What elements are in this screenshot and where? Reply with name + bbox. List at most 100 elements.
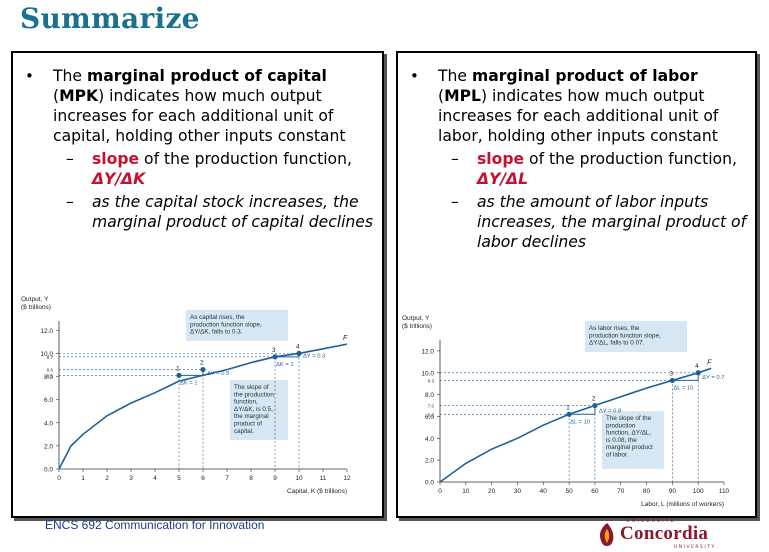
- y-tick-label: 12.0: [421, 348, 434, 355]
- mpk-sub-slope: – slope of the production function, ΔY/Δ…: [66, 150, 352, 188]
- point-label: 3: [669, 370, 673, 377]
- capital-production-chart: Output, Y($ trillions) Capital, K ($ tril…: [21, 296, 351, 495]
- annotation-text: ΔY/ΔK, falls to 0.3.: [190, 329, 243, 336]
- y-tick-label: 10.0: [421, 370, 434, 377]
- annotation-text: As labor rises, the: [589, 325, 640, 332]
- logo-bottom-word: UNIVERSITY: [674, 545, 716, 550]
- x-tick-label: 1: [81, 475, 85, 482]
- mpl-definition: The marginal product of labor (MPL) indic…: [438, 67, 719, 145]
- delta-x-label: ΔK = 1: [180, 380, 198, 386]
- x-tick-label: 4: [153, 475, 157, 482]
- x-tick-label: 110: [719, 488, 730, 495]
- annotation-text: ΔY/ΔL, falls to 0.07.: [589, 340, 645, 347]
- x-tick-label: 10: [462, 488, 470, 495]
- annotation-text: ΔY/ΔK, is 0.5,: [234, 406, 273, 413]
- logo-top-word: UNIVERSITÉ: [626, 518, 676, 524]
- y-tick-label: 10.0: [40, 351, 53, 358]
- delta-y-label: ΔY = 0.3: [303, 354, 325, 360]
- y-tick-label-small: 9.7: [47, 355, 54, 360]
- point-marker: [176, 372, 182, 378]
- x-tick-label: 40: [540, 488, 548, 495]
- annotation-box: [186, 310, 288, 341]
- y-axis-label: Output, Y: [402, 315, 430, 322]
- mpl-sub-slope: – slope of the production function, ΔY/Δ…: [451, 150, 737, 188]
- point-marker: [695, 370, 701, 376]
- y-tick-label: 0.0: [425, 480, 434, 487]
- x-tick-label: 0: [438, 488, 442, 495]
- y-tick-label: 2.0: [425, 458, 434, 465]
- x-tick-label: 9: [273, 475, 277, 482]
- bullet-dot-icon: •: [410, 67, 419, 85]
- annotation-text: product of: [234, 421, 262, 428]
- point-marker: [592, 402, 598, 409]
- y-tick-label: 0.0: [44, 467, 53, 474]
- y-tick-label-small: 8.6: [47, 368, 54, 373]
- point-marker: [566, 411, 572, 417]
- point-label: 1: [176, 365, 180, 372]
- annotation-text: of labor.: [606, 452, 629, 459]
- y-axis-unit: ($ trillions): [402, 323, 432, 330]
- x-tick-label: 70: [617, 488, 625, 495]
- x-tick-label: 12: [343, 475, 351, 482]
- x-tick-label: 11: [320, 475, 327, 482]
- mpl-sub-declines: – as the amount of labor inputs increase…: [451, 193, 747, 251]
- annotation-text: production function slope,: [190, 321, 262, 328]
- annotation-text: As capital rises, the: [190, 314, 245, 321]
- x-tick-label: 90: [669, 488, 677, 495]
- mpk-panel: • The marginal product of capital (MPK) i…: [11, 51, 384, 518]
- logo-name: Concordia: [620, 523, 709, 544]
- mpk-sub-declines: – as the capital stock increases, the ma…: [66, 193, 374, 231]
- y-tick-label: 12.0: [40, 328, 53, 335]
- annotation-text: the marginal: [234, 413, 269, 420]
- x-tick-label: 20: [488, 488, 496, 495]
- footer-course: ENCS 692 Communication for Innovation: [45, 518, 265, 532]
- point-marker: [669, 377, 675, 384]
- point-label: 1: [566, 404, 570, 411]
- annotation-box: [602, 411, 664, 469]
- point-label: 2: [592, 396, 596, 403]
- annotation-text: the production: [234, 391, 274, 398]
- curve-label: F: [707, 359, 712, 366]
- annotation-text: function,: [234, 399, 258, 406]
- point-label: 3: [272, 347, 276, 354]
- y-tick-label: 8.0: [425, 392, 434, 399]
- mpk-bullet: • The marginal product of capital (MPK) i…: [25, 66, 375, 146]
- x-tick-label: 60: [591, 488, 599, 495]
- annotation-box: [585, 321, 687, 352]
- annotation-text: function, ΔY/ΔL,: [606, 430, 651, 437]
- x-tick-label: 3: [129, 475, 133, 482]
- mpk-text: • The marginal product of capital (MPK) i…: [25, 66, 375, 232]
- x-axis-label: Labor, L (millions of workers): [641, 501, 724, 508]
- mpk-definition: The marginal product of capital (MPK) ind…: [53, 67, 346, 145]
- mpl-text: • The marginal product of labor (MPL) ind…: [410, 66, 750, 252]
- mpl-bullet: • The marginal product of labor (MPL) ind…: [410, 66, 750, 146]
- y-axis-unit: ($ trillions): [21, 304, 51, 311]
- x-tick-label: 0: [57, 475, 61, 482]
- point-label: 4: [296, 343, 300, 350]
- bullet-dot-icon: •: [25, 67, 34, 85]
- point-marker: [296, 350, 302, 356]
- annotation-text: marginal product: [606, 444, 653, 451]
- mpl-panel: • The marginal product of labor (MPL) ind…: [396, 51, 757, 518]
- point-marker: [272, 354, 278, 360]
- crest-icon: [599, 523, 614, 546]
- x-tick-label: 10: [295, 475, 303, 482]
- x-tick-label: 5: [177, 475, 181, 482]
- concordia-logo: UNIVERSITÉ Concordia UNIVERSITY: [596, 518, 726, 550]
- annotation-text: is 0.08, the: [606, 437, 637, 444]
- annotation-box: [230, 380, 288, 440]
- y-tick-label: 2.0: [44, 443, 53, 450]
- production-function-curve: [58, 343, 348, 470]
- delta-y-label: ΔY = 0.8: [599, 408, 621, 414]
- slide-title: Summarize: [20, 2, 200, 35]
- y-tick-label-small: 7.0: [428, 404, 435, 409]
- point-label: 4: [695, 363, 699, 370]
- labor-production-chart: Output, Y($ trillions) Labor, L (millions…: [402, 315, 730, 508]
- annotation-text: capital.: [234, 428, 254, 435]
- annotation-text: production: [606, 422, 636, 429]
- annotation-text: production function slope,: [589, 332, 661, 339]
- x-tick-label: 100: [693, 488, 704, 495]
- delta-y-label: ΔY = 0.7: [702, 375, 724, 381]
- production-function-curve: [439, 367, 712, 483]
- delta-x-label: ΔL = 10: [570, 419, 590, 425]
